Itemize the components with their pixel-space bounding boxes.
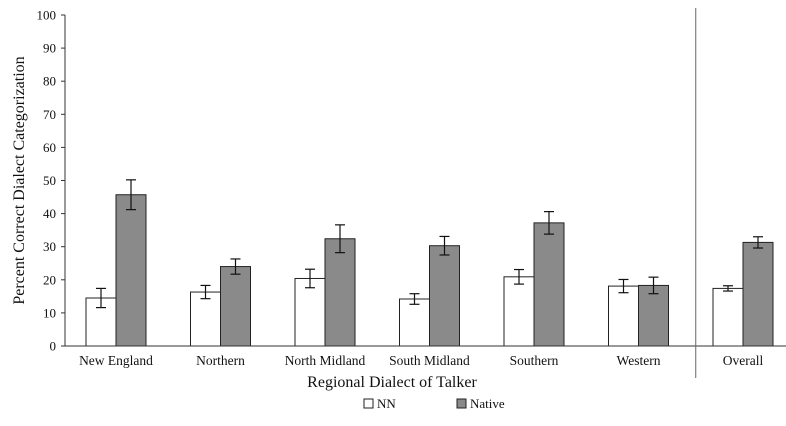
legend-label-nn: NN (377, 396, 396, 411)
y-tick-label: 40 (43, 206, 56, 221)
y-tick-label: 0 (50, 339, 57, 354)
bars (85, 194, 774, 347)
bar-nn-north-midland (294, 277, 326, 347)
x-category-label: Western (617, 353, 661, 368)
legend: NN Native (363, 396, 505, 411)
bar-native-western (638, 284, 669, 347)
x-category-label: South Midland (389, 353, 470, 368)
y-tick-label: 30 (43, 239, 56, 254)
error-bar (409, 293, 420, 305)
error-bar (305, 268, 315, 289)
bar-native-north-midland (324, 238, 356, 347)
bar-native-northern (220, 266, 251, 347)
legend-label-native: Native (470, 396, 505, 411)
y-tick-label: 100 (37, 8, 57, 23)
x-category-label: Northern (196, 353, 245, 368)
error-bar (230, 258, 241, 275)
bar-native-southern (533, 222, 565, 347)
x-axis-title: Regional Dialect of Talker (307, 374, 477, 391)
x-category-label: Southern (510, 353, 559, 368)
bar-native-south-midland (429, 245, 460, 347)
bar-nn-southern (503, 276, 535, 347)
error-bar (335, 224, 345, 254)
y-tick-label: 70 (43, 107, 56, 122)
y-tick-label: 20 (43, 272, 56, 287)
x-category-label: New England (79, 353, 153, 368)
error-bar (648, 276, 659, 295)
y-tick-label: 10 (43, 305, 56, 320)
bar-native-new-england (115, 194, 147, 347)
bar-nn-western (608, 285, 639, 347)
error-bar (439, 235, 450, 256)
bar-nn-northern (190, 291, 221, 347)
x-category-label: Overall (723, 353, 764, 368)
error-bar (723, 285, 733, 292)
legend-swatch-nn (363, 398, 374, 409)
x-category-label: North Midland (285, 353, 366, 368)
error-bar (753, 236, 763, 249)
bar-native-overall (742, 241, 774, 347)
y-tick-label: 80 (43, 74, 56, 89)
error-bars (96, 179, 763, 309)
bar-nn-overall (712, 287, 744, 347)
error-bar (200, 284, 211, 300)
y-tick-label: 90 (43, 41, 56, 56)
error-bar (96, 287, 106, 309)
x-axis-category-labels: New England Northern North Midland South Mi… (79, 353, 763, 368)
y-axis-ticks: 0 10 20 30 40 50 60 70 80 90 100 (37, 8, 65, 354)
y-tick-label: 60 (43, 140, 56, 155)
legend-swatch-native (456, 398, 467, 409)
error-bar (514, 268, 524, 285)
y-axis-title: Percent Correct Dialect Categorization (11, 56, 28, 304)
error-bar (618, 278, 629, 294)
error-bar (544, 211, 554, 235)
error-bar (126, 179, 136, 211)
y-tick-label: 50 (43, 173, 56, 188)
bar-nn-south-midland (399, 298, 430, 347)
